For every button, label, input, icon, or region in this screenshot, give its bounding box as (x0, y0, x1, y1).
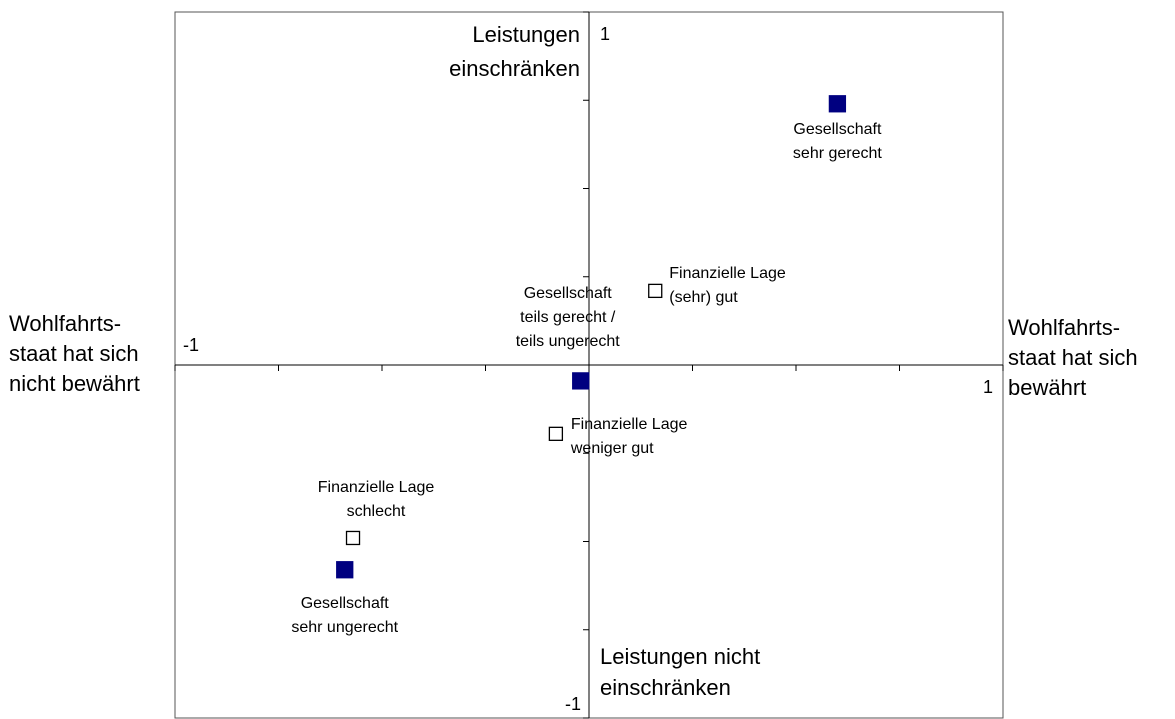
y-tick-label: -1 (565, 694, 581, 714)
point-label: teils gerecht / (520, 309, 616, 326)
x-tick-label: -1 (183, 335, 199, 355)
x-tick-label: 1 (983, 377, 993, 397)
marker-open (345, 530, 361, 546)
axis-title: staat hat sich (1008, 345, 1138, 370)
marker-filled (828, 95, 847, 113)
point-label: Finanzielle Lage (669, 265, 786, 282)
axis-title: einschränken (600, 675, 731, 700)
y-tick-label: 1 (600, 24, 610, 44)
point-label: sehr gerecht (793, 145, 882, 162)
marker-open (648, 283, 663, 299)
point-label: Gesellschaft (301, 595, 390, 612)
axis-title: Wohlfahrts- (9, 311, 121, 336)
axis-title: nicht bewährt (9, 371, 140, 396)
marker-filled (572, 372, 590, 390)
point-label: Finanzielle Lage (318, 479, 435, 496)
point-label: sehr ungerecht (291, 619, 398, 636)
marker-filled (336, 561, 354, 579)
axis-title: bewährt (1008, 375, 1086, 400)
axis-title: einschränken (449, 56, 580, 81)
axis-title: Wohlfahrts- (1008, 315, 1120, 340)
point-label: Gesellschaft (524, 285, 613, 302)
axis-title: Leistungen nicht (600, 644, 760, 669)
marker-open (548, 426, 564, 441)
axis-title: staat hat sich (9, 341, 139, 366)
point-label: weniger gut (570, 440, 654, 457)
point-label: Finanzielle Lage (571, 416, 688, 433)
axis-title: Leistungen (472, 22, 580, 47)
point-label: (sehr) gut (669, 289, 738, 306)
point-label: Gesellschaft (793, 121, 882, 138)
point-label: teils ungerecht (516, 333, 621, 350)
point-label: schlecht (347, 503, 406, 520)
